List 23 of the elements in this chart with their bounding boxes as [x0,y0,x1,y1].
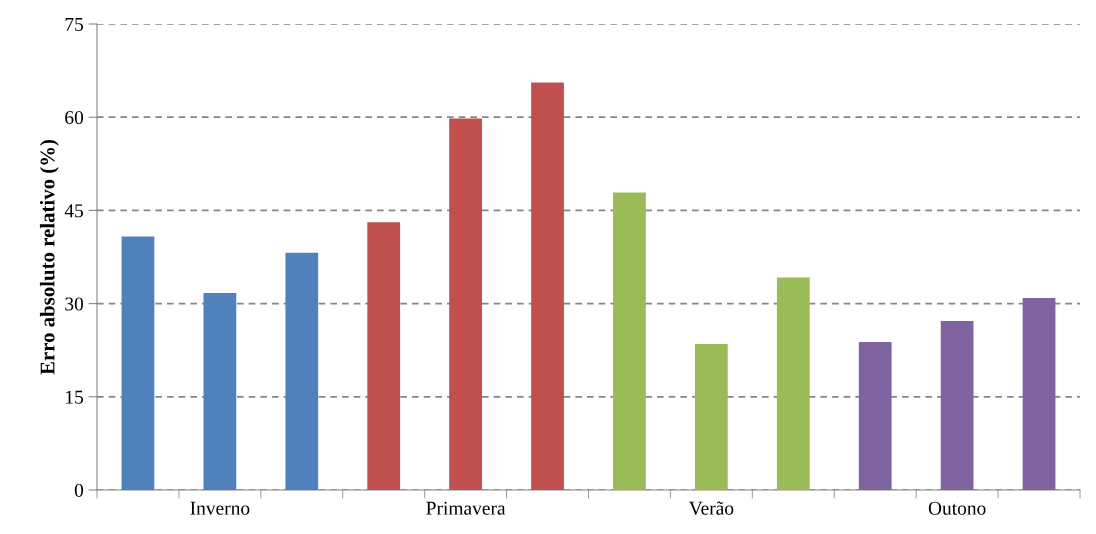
bar [449,118,483,490]
y-tick-label: 60 [65,111,84,125]
bar [285,252,319,490]
bar [776,277,810,490]
y-tick-label: 0 [74,483,84,497]
x-tick-label: Outono [928,501,986,515]
x-tick-label: Verão [688,501,734,515]
y-tick-label: 15 [66,390,84,404]
bar [203,293,237,490]
x-tick-label: Primavera [426,501,506,515]
bar [367,222,401,490]
y-tick-label: 30 [65,297,84,311]
bar [121,236,155,490]
y-axis-title: Erro absoluto relativo (%) [39,139,59,375]
bar [531,82,564,490]
bar [1022,298,1056,490]
bar [613,192,646,490]
bar [694,343,728,490]
y-tick-label: 75 [65,18,84,31]
bar [940,321,974,490]
y-tick-label: 45 [64,204,84,218]
x-tick-label: Inverno [190,501,250,515]
bar [858,342,892,490]
